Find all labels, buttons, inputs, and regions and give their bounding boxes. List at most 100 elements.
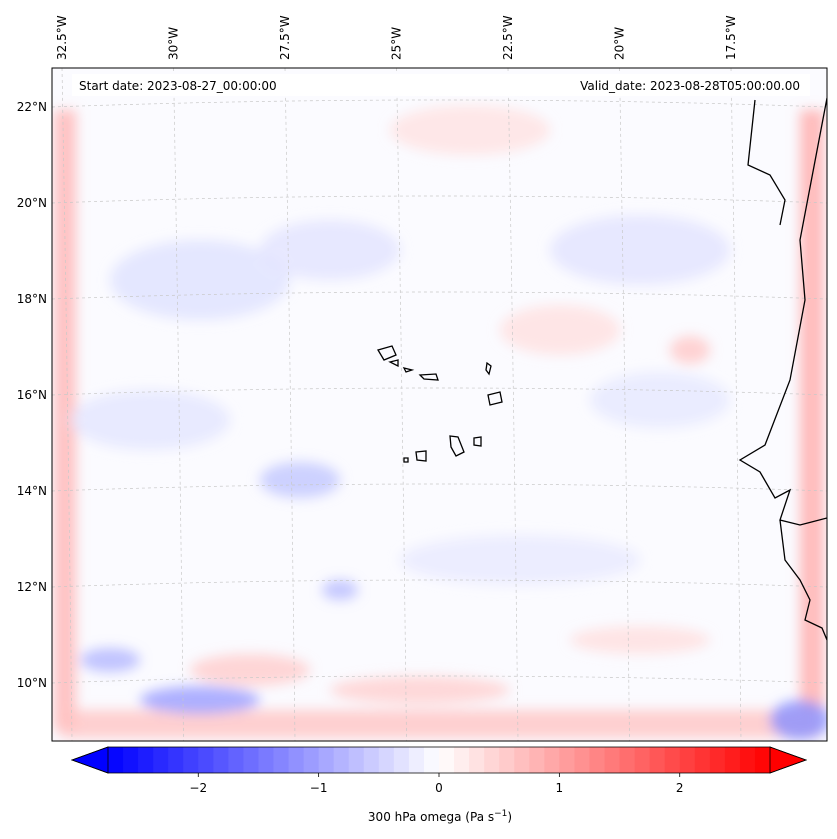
island-santo-antao <box>377 345 397 361</box>
colorbar-cell <box>499 747 515 773</box>
colorbar-cell <box>634 747 651 773</box>
lon-label: 22.5°W <box>501 15 515 60</box>
colorbar-cell <box>138 747 154 773</box>
colorbar-cell <box>589 747 605 773</box>
omega-neg-region <box>70 390 230 450</box>
colorbar-cell <box>454 747 470 773</box>
parallel-line <box>52 291 827 300</box>
meridian-line <box>61 68 73 741</box>
colorbar-cell <box>514 747 530 773</box>
lon-label: 20°W <box>613 27 627 60</box>
island-brava <box>403 457 409 463</box>
latitude-labels: 22°N 20°N 18°N 16°N 14°N 12°N 10°N <box>17 100 47 690</box>
parallel-line <box>52 675 827 684</box>
colorbar-label-text: 300 hPa omega (Pa s <box>368 810 494 824</box>
colorbar-cell <box>408 747 425 773</box>
longitude-labels: 32.5°W 30°W 27.5°W 25°W 22.5°W 20°W 17.5°W <box>55 15 738 60</box>
colorbar-cell <box>258 747 274 773</box>
omega-neg-region <box>590 372 730 428</box>
colorbar-label: 300 hPa omega (Pa s−1) <box>368 809 512 824</box>
island-maio <box>473 436 482 447</box>
colorbar-tick-label: 2 <box>676 781 684 795</box>
colorbar-outline <box>70 746 808 774</box>
colorbar-cell <box>649 747 666 773</box>
omega-pos-region <box>330 676 510 704</box>
meridian-line <box>173 68 184 741</box>
lat-label: 10°N <box>17 676 47 690</box>
omega-neg-region <box>140 686 260 714</box>
colorbar-label-superscript: −1 <box>494 809 507 819</box>
omega-neg-region <box>322 580 358 600</box>
colorbar-cell <box>123 747 139 773</box>
valid-date-label: Valid_date: 2023-08-28T05:00:00.00 <box>580 79 800 93</box>
meridian-line <box>730 68 742 741</box>
omega-pos-region <box>190 654 310 686</box>
colorbar: −2 −1 0 1 2 300 hPa omega (Pa s−1) <box>70 746 808 824</box>
colorbar-cell <box>544 747 560 773</box>
meridian-line <box>284 68 296 741</box>
coast-detail <box>747 99 786 226</box>
omega-neg-region <box>260 220 400 280</box>
lat-label: 14°N <box>17 484 47 498</box>
colorbar-cell <box>198 747 214 773</box>
colorbar-cell <box>333 747 350 773</box>
island-boa-vista <box>487 391 503 406</box>
lat-label: 20°N <box>17 196 47 210</box>
colorbar-cell <box>393 747 410 773</box>
colorbar-cell <box>228 747 244 773</box>
parallel-line <box>52 579 827 588</box>
colorbar-cell <box>724 747 741 773</box>
colorbar-cell <box>574 747 590 773</box>
gridlines <box>52 68 827 741</box>
colorbar-cell <box>423 747 440 773</box>
parallel-line <box>52 483 827 492</box>
colorbar-extend-high <box>769 746 808 774</box>
omega-pos-region <box>500 305 620 355</box>
start-date-label: Start date: 2023-08-27_00:00:00 <box>79 79 277 93</box>
meridian-line <box>396 68 407 741</box>
colorbar-cell <box>754 747 771 773</box>
lon-label: 27.5°W <box>278 15 292 60</box>
colorbar-cell <box>288 747 305 773</box>
island-sao-vicente <box>388 359 399 368</box>
colorbar-cell <box>619 747 636 773</box>
island-fogo <box>415 450 427 462</box>
colorbar-cell <box>439 747 455 773</box>
lon-label: 32.5°W <box>55 15 69 60</box>
colorbar-tick-label: 0 <box>435 781 443 795</box>
colorbar-cell <box>153 747 169 773</box>
colorbar-cell <box>484 747 500 773</box>
map-frame <box>51 67 828 742</box>
colorbar-cell <box>303 747 320 773</box>
colorbar-cell <box>604 747 621 773</box>
colorbar-cells <box>108 747 771 773</box>
parallel-line <box>52 195 827 204</box>
colorbar-cell <box>363 747 380 773</box>
omega-neg-region <box>110 240 290 320</box>
colorbar-cell <box>469 747 485 773</box>
parallel-line <box>52 99 827 108</box>
omega-neg-region <box>770 700 827 740</box>
omega-pos-region <box>670 336 710 364</box>
colorbar-cell <box>183 747 199 773</box>
colorbar-extend-low <box>70 746 109 774</box>
lon-label: 25°W <box>390 27 404 60</box>
map-panel <box>52 68 827 741</box>
africa-coastline <box>738 97 827 641</box>
omega-neg-region <box>80 648 140 672</box>
colorbar-cell <box>664 747 681 773</box>
colorbar-cell <box>318 747 335 773</box>
omega-boundary-left <box>54 110 76 730</box>
coastlines <box>377 97 827 641</box>
parallel-line <box>52 387 827 396</box>
meridian-line <box>507 68 519 741</box>
colorbar-cell <box>739 747 756 773</box>
colorbar-cell <box>273 747 290 773</box>
colorbar-cell <box>709 747 726 773</box>
omega-boundary-bottom <box>60 710 820 738</box>
colorbar-cell <box>679 747 696 773</box>
colorbar-tick-label: 1 <box>556 781 564 795</box>
lon-label: 30°W <box>167 27 181 60</box>
lat-label: 18°N <box>17 292 47 306</box>
